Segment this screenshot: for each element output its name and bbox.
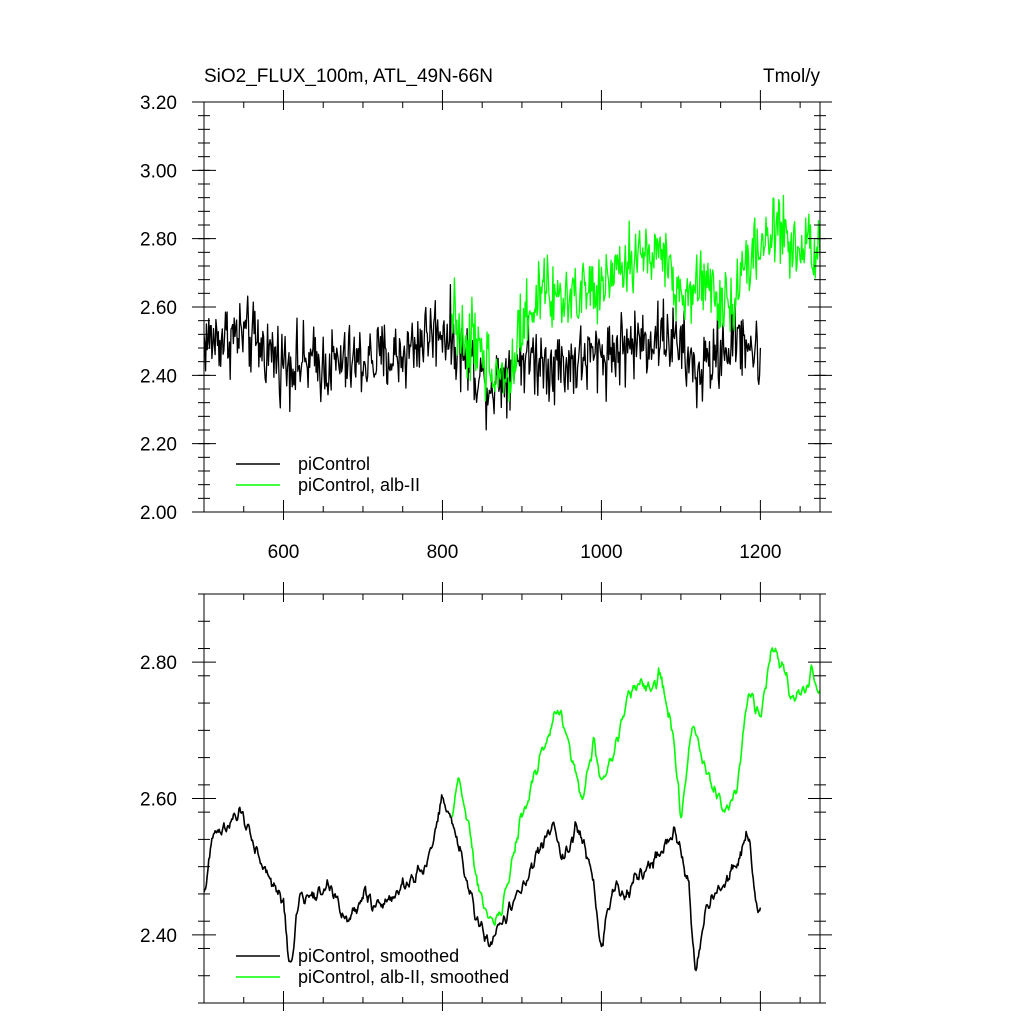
y-tick-label: 2.40	[140, 926, 177, 947]
series-line-picontrol	[204, 283, 762, 431]
y-tick-label: 2.80	[140, 230, 177, 251]
x-tick-label: 1200	[739, 542, 781, 563]
y-tick-label: 2.80	[140, 653, 177, 674]
top-tick-labels: 600 800 1000 1200 2.00 2.20 2.40 2.60 2.80 3.00 3.…	[140, 93, 782, 563]
y-tick-label: 2.60	[140, 298, 177, 319]
legend-label: piControl, smoothed	[298, 946, 459, 966]
legend-label: piControl	[298, 454, 370, 474]
y-tick-label: 3.00	[140, 161, 177, 182]
bottom-axes	[192, 582, 832, 1011]
x-tick-label: 600	[268, 542, 300, 563]
y-tick-label: 3.20	[140, 93, 177, 114]
legend-label: piControl, alb-II, smoothed	[298, 967, 509, 987]
series-line-picontrol	[204, 794, 762, 972]
chart-title: SiO2_FLUX_100m, ATL_49N-66N	[204, 66, 493, 87]
y-tick-label: 2.40	[140, 366, 177, 387]
series-line-alb-ii	[451, 647, 820, 926]
top-panel: SiO2_FLUX_100m, ATL_49N-66N Tmol/y 600 80…	[140, 66, 832, 563]
plot-frame	[203, 101, 821, 513]
bottom-series-lines	[204, 647, 820, 972]
bottom-panel: 2.40 2.60 2.80 piControl, smoothedpiContro…	[140, 582, 832, 1011]
y-tick-label: 2.00	[140, 503, 177, 524]
bottom-tick-labels: 2.40 2.60 2.80	[140, 653, 177, 947]
x-tick-label: 800	[427, 542, 459, 563]
series-line-alb-ii	[451, 194, 820, 403]
plot-frame	[203, 593, 821, 1004]
legend-label: piControl, alb-II	[298, 475, 420, 495]
y-tick-label: 2.20	[140, 435, 177, 456]
top-series-lines	[204, 194, 820, 431]
chart-units: Tmol/y	[763, 66, 821, 87]
top-axes	[192, 90, 832, 520]
y-tick-label: 2.60	[140, 790, 177, 811]
x-tick-label: 1000	[580, 542, 622, 563]
